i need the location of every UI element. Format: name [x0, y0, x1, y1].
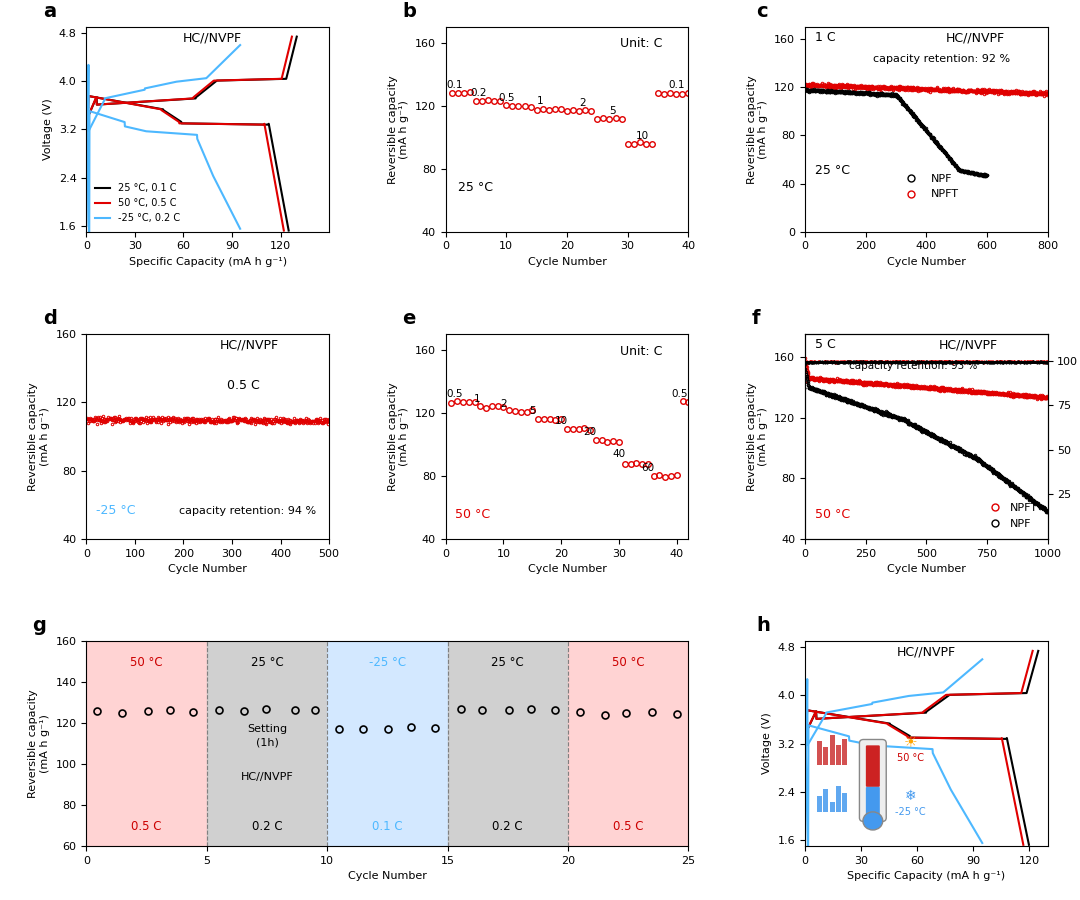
Bar [447, 641, 568, 846]
Text: d: d [43, 309, 56, 328]
Text: 0.5 C: 0.5 C [613, 820, 644, 832]
Legend: 25 °C, 0.1 C, 50 °C, 0.5 C, -25 °C, 0.2 C: 25 °C, 0.1 C, 50 °C, 0.5 C, -25 °C, 0.2 … [92, 179, 184, 227]
Text: 0.5 C: 0.5 C [132, 820, 162, 832]
Text: Unit: C: Unit: C [620, 345, 663, 357]
Text: 50 °C: 50 °C [131, 656, 163, 669]
Text: capacity retention: 92 %: capacity retention: 92 % [873, 54, 1010, 64]
Text: Setting
(1h): Setting (1h) [247, 724, 287, 748]
Text: 50 °C: 50 °C [814, 508, 850, 521]
Text: 50 °C: 50 °C [612, 656, 645, 669]
Text: 25 °C: 25 °C [814, 165, 850, 177]
Y-axis label: Voltage (V): Voltage (V) [43, 98, 53, 160]
Text: 25 °C: 25 °C [491, 656, 524, 669]
Bar [86, 641, 206, 846]
Bar [568, 641, 688, 846]
Text: 50 °C: 50 °C [456, 508, 490, 521]
Text: 5 C: 5 C [814, 338, 835, 352]
Text: 0.2 C: 0.2 C [492, 820, 523, 832]
Y-axis label: Voltage (V): Voltage (V) [761, 713, 772, 775]
Text: 10: 10 [555, 416, 568, 426]
Text: 10: 10 [636, 130, 649, 140]
Text: HC//NVPF: HC//NVPF [241, 772, 294, 782]
Text: 25 °C: 25 °C [458, 181, 492, 194]
Text: capacity retention: 93 %: capacity retention: 93 % [849, 361, 977, 371]
Text: 5: 5 [609, 105, 616, 115]
X-axis label: Cycle Number: Cycle Number [887, 564, 966, 574]
Text: 1: 1 [474, 394, 481, 404]
Text: 1: 1 [537, 96, 543, 106]
Y-axis label: Reversible capacity
(mA h g⁻¹): Reversible capacity (mA h g⁻¹) [747, 75, 769, 184]
Text: HC//NVPF: HC//NVPF [220, 338, 279, 352]
Text: 0.2 C: 0.2 C [252, 820, 282, 832]
Y-axis label: Reversible capacity
(mA h g⁻¹): Reversible capacity (mA h g⁻¹) [28, 382, 50, 491]
Text: 0.5: 0.5 [672, 389, 688, 399]
Y-axis label: Reversible capacity
(mA h g⁻¹): Reversible capacity (mA h g⁻¹) [388, 75, 409, 184]
X-axis label: Cycle Number: Cycle Number [527, 257, 607, 267]
Text: 2: 2 [500, 399, 507, 409]
Legend: NPF, NPFT: NPF, NPFT [895, 169, 963, 204]
Text: h: h [756, 616, 770, 635]
Text: HC//NVPF: HC//NVPF [897, 645, 956, 659]
Text: f: f [752, 309, 760, 328]
Bar [206, 641, 327, 846]
Text: 60: 60 [642, 464, 654, 473]
Text: c: c [756, 2, 768, 21]
Text: 0.1: 0.1 [667, 80, 685, 90]
Text: Unit: C: Unit: C [620, 38, 663, 50]
Text: e: e [402, 309, 416, 328]
Text: g: g [32, 616, 46, 635]
X-axis label: Cycle Number: Cycle Number [527, 564, 607, 574]
Text: 0.1: 0.1 [446, 80, 463, 90]
Y-axis label: Reversible capacity
(mA h g⁻¹): Reversible capacity (mA h g⁻¹) [747, 382, 769, 491]
Text: 0.1 C: 0.1 C [373, 820, 403, 832]
Text: HC//NVPF: HC//NVPF [946, 32, 1004, 44]
Text: 25 °C: 25 °C [251, 656, 283, 669]
Text: 0.5: 0.5 [446, 389, 462, 399]
Y-axis label: Reversible capacity
(mA h g⁻¹): Reversible capacity (mA h g⁻¹) [388, 382, 409, 491]
Text: 0.5 C: 0.5 C [227, 380, 260, 392]
X-axis label: Specific Capacity (mA h g⁻¹): Specific Capacity (mA h g⁻¹) [129, 257, 287, 267]
Bar [327, 641, 447, 846]
X-axis label: Cycle Number: Cycle Number [168, 564, 247, 574]
Text: 0.5: 0.5 [498, 93, 514, 103]
Text: -25 °C: -25 °C [96, 504, 136, 518]
Text: 40: 40 [612, 449, 625, 459]
Text: 1 C: 1 C [814, 32, 835, 44]
Text: 20: 20 [583, 427, 596, 436]
X-axis label: Cycle Number: Cycle Number [887, 257, 966, 267]
X-axis label: Cycle Number: Cycle Number [348, 871, 427, 881]
Text: b: b [402, 2, 416, 21]
Y-axis label: Reversible capacity
(mA h g⁻¹): Reversible capacity (mA h g⁻¹) [28, 689, 50, 798]
Text: -25 °C: -25 °C [368, 656, 406, 669]
X-axis label: Specific Capacity (mA h g⁻¹): Specific Capacity (mA h g⁻¹) [847, 871, 1005, 881]
Text: 2: 2 [579, 98, 585, 108]
Text: capacity retention: 94 %: capacity retention: 94 % [178, 507, 315, 517]
Text: 5: 5 [529, 407, 536, 417]
Text: 0.2: 0.2 [471, 88, 487, 98]
Text: HC//NVPF: HC//NVPF [183, 32, 242, 44]
Legend: NPFT, NPF: NPFT, NPF [985, 499, 1042, 534]
Text: a: a [43, 2, 56, 21]
Text: HC//NVPF: HC//NVPF [939, 338, 998, 352]
